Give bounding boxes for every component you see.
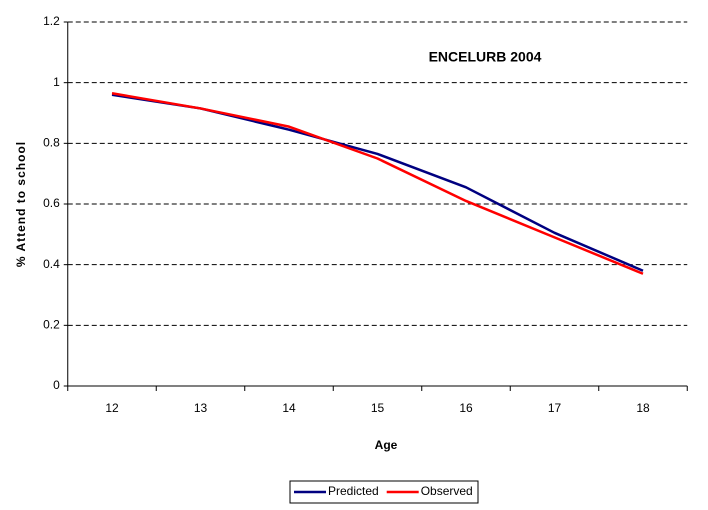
series-line [111,92,644,275]
x-tick-label: 17 [548,401,562,415]
series-line [111,93,644,272]
x-tick-label: 12 [105,401,119,415]
y-tick-label: 1 [53,75,60,89]
x-tick-label: 13 [194,401,208,415]
y-tick-label: 0.8 [43,136,60,150]
x-tick-label: 15 [371,401,385,415]
legend-box [289,480,479,504]
y-tick-label: 0.4 [43,257,60,271]
y-tick-label: 1.2 [43,14,60,28]
legend-label: Observed [421,484,473,498]
legend-label: Predicted [328,484,379,498]
x-tick-label: 16 [459,401,473,415]
y-tick-label: 0.6 [43,196,60,210]
x-tick-label: 18 [636,401,650,415]
y-tick-label: 0.2 [43,318,60,332]
x-tick-label: 14 [282,401,296,415]
y-axis-label: % Attend to school [14,141,28,267]
chart-title: ENCELURB 2004 [429,49,542,65]
y-tick-label: 0 [53,378,60,392]
x-axis-label: Age [375,438,398,452]
